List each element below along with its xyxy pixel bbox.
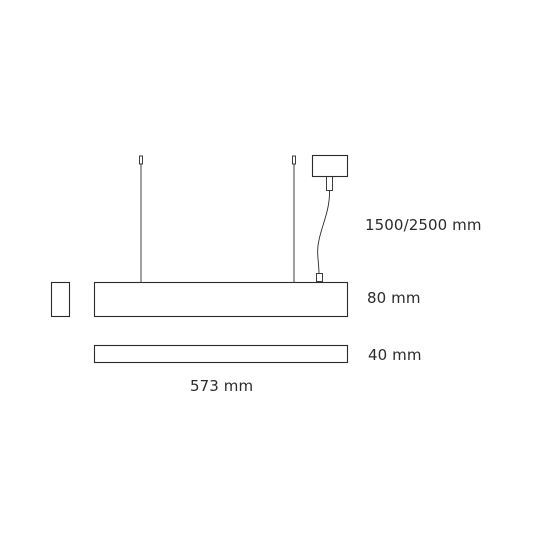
height-label: 80 mm xyxy=(367,289,421,307)
ceiling-canopy xyxy=(311,154,349,191)
power-cord-connector xyxy=(316,273,323,282)
luminaire-top-view xyxy=(93,344,349,364)
suspension-length-label: 1500/2500 mm xyxy=(365,216,482,234)
left-suspension-cable xyxy=(139,155,143,282)
right-suspension-cable xyxy=(292,155,296,282)
length-label: 573 mm xyxy=(190,377,254,395)
luminaire-side-view xyxy=(93,281,349,318)
width-label: 40 mm xyxy=(368,346,422,364)
end-view-profile xyxy=(50,281,71,318)
power-cord xyxy=(317,190,330,275)
